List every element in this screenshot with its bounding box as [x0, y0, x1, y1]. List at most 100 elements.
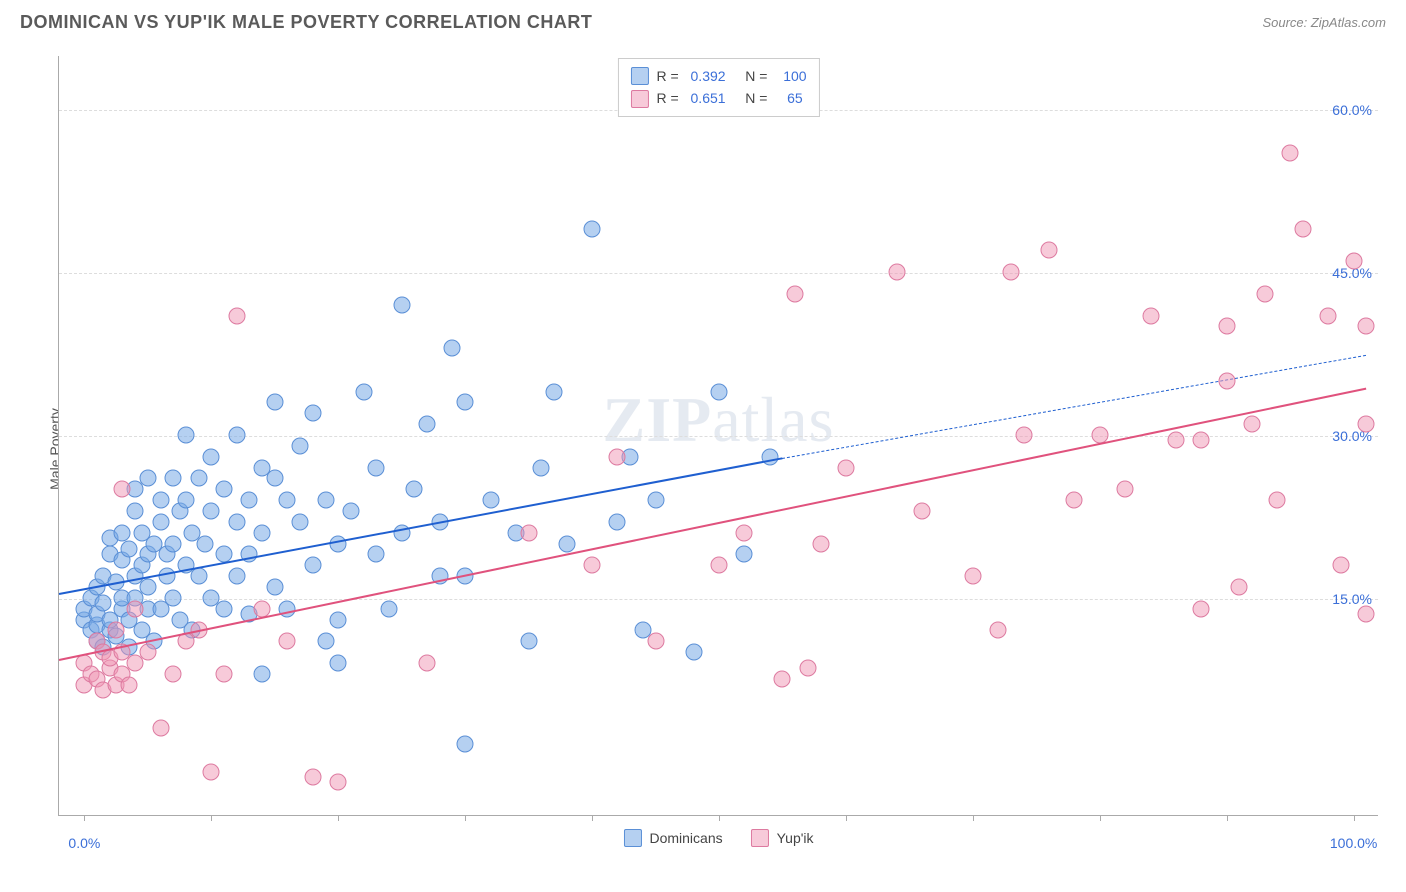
- gridline: [59, 273, 1378, 274]
- data-point-yupik: [774, 671, 791, 688]
- data-point-yupik: [165, 665, 182, 682]
- x-tick-label: 0.0%: [68, 835, 100, 851]
- data-point-dominicans: [546, 383, 563, 400]
- data-point-dominicans: [533, 459, 550, 476]
- data-point-yupik: [584, 557, 601, 574]
- data-point-dominicans: [139, 579, 156, 596]
- legend-item-yupik: Yup'ik: [751, 829, 814, 847]
- chart-container: Male Poverty ZIPatlas R = 0.392 N = 100 …: [20, 44, 1386, 854]
- data-point-yupik: [964, 568, 981, 585]
- data-point-yupik: [837, 459, 854, 476]
- data-point-yupik: [799, 660, 816, 677]
- data-point-dominicans: [279, 492, 296, 509]
- data-point-dominicans: [368, 459, 385, 476]
- data-point-dominicans: [190, 568, 207, 585]
- chart-header: DOMINICAN VS YUP'IK MALE POVERTY CORRELA…: [0, 0, 1406, 37]
- data-point-yupik: [228, 307, 245, 324]
- data-point-yupik: [1332, 557, 1349, 574]
- data-point-yupik: [1218, 318, 1235, 335]
- data-point-dominicans: [152, 492, 169, 509]
- data-point-yupik: [1218, 372, 1235, 389]
- data-point-dominicans: [139, 470, 156, 487]
- data-point-yupik: [1231, 579, 1248, 596]
- data-point-dominicans: [165, 535, 182, 552]
- data-point-yupik: [203, 763, 220, 780]
- legend-label-yupik: Yup'ik: [777, 830, 814, 846]
- correlation-legend: R = 0.392 N = 100 R = 0.651 N = 65: [617, 58, 819, 117]
- x-tick: [719, 815, 720, 821]
- x-tick: [211, 815, 212, 821]
- data-point-dominicans: [228, 513, 245, 530]
- data-point-dominicans: [292, 513, 309, 530]
- data-point-yupik: [1015, 427, 1032, 444]
- data-point-yupik: [1142, 307, 1159, 324]
- data-point-yupik: [127, 600, 144, 617]
- data-point-dominicans: [228, 568, 245, 585]
- data-point-yupik: [888, 264, 905, 281]
- data-point-dominicans: [165, 589, 182, 606]
- data-point-yupik: [304, 769, 321, 786]
- data-point-dominicans: [266, 394, 283, 411]
- data-point-dominicans: [241, 492, 258, 509]
- x-tick: [84, 815, 85, 821]
- n-value-1: 65: [787, 87, 803, 109]
- data-point-yupik: [1358, 318, 1375, 335]
- x-tick: [973, 815, 974, 821]
- data-point-dominicans: [196, 535, 213, 552]
- data-point-dominicans: [355, 383, 372, 400]
- data-point-yupik: [216, 665, 233, 682]
- data-point-dominicans: [647, 492, 664, 509]
- data-point-dominicans: [685, 644, 702, 661]
- x-tick: [592, 815, 593, 821]
- watermark-atlas: atlas: [712, 384, 834, 455]
- data-point-yupik: [736, 524, 753, 541]
- data-point-yupik: [1269, 492, 1286, 509]
- data-point-dominicans: [304, 557, 321, 574]
- data-point-yupik: [108, 622, 125, 639]
- x-tick: [465, 815, 466, 821]
- data-point-dominicans: [304, 405, 321, 422]
- y-tick-label: 15.0%: [1332, 591, 1372, 607]
- data-point-dominicans: [177, 427, 194, 444]
- data-point-dominicans: [736, 546, 753, 563]
- x-tick: [1354, 815, 1355, 821]
- trend-line: [59, 387, 1367, 660]
- source-name: ZipAtlas.com: [1311, 15, 1386, 30]
- data-point-yupik: [139, 644, 156, 661]
- source-prefix: Source:: [1262, 15, 1310, 30]
- data-point-dominicans: [381, 600, 398, 617]
- data-point-dominicans: [317, 633, 334, 650]
- data-point-yupik: [1358, 606, 1375, 623]
- data-point-dominicans: [520, 633, 537, 650]
- data-point-dominicans: [482, 492, 499, 509]
- legend-label-dominicans: Dominicans: [649, 830, 722, 846]
- data-point-dominicans: [457, 736, 474, 753]
- data-point-dominicans: [419, 416, 436, 433]
- data-point-dominicans: [406, 481, 423, 498]
- data-point-dominicans: [95, 595, 112, 612]
- chart-title: DOMINICAN VS YUP'IK MALE POVERTY CORRELA…: [20, 12, 592, 33]
- data-point-dominicans: [444, 340, 461, 357]
- n-label-1: N =: [734, 87, 780, 109]
- data-point-yupik: [812, 535, 829, 552]
- x-tick-label: 100.0%: [1330, 835, 1377, 851]
- data-point-dominicans: [114, 524, 131, 541]
- swatch-dominicans: [630, 67, 648, 85]
- n-value-0: 100: [783, 65, 806, 87]
- data-point-yupik: [1282, 144, 1299, 161]
- data-point-dominicans: [158, 568, 175, 585]
- data-point-dominicans: [120, 541, 137, 558]
- n-label-0: N =: [734, 65, 776, 87]
- data-point-yupik: [419, 655, 436, 672]
- legend-item-dominicans: Dominicans: [623, 829, 722, 847]
- data-point-yupik: [1193, 432, 1210, 449]
- data-point-yupik: [330, 774, 347, 791]
- data-point-dominicans: [216, 481, 233, 498]
- data-point-dominicans: [266, 470, 283, 487]
- data-point-dominicans: [368, 546, 385, 563]
- data-point-dominicans: [711, 383, 728, 400]
- data-point-dominicans: [457, 394, 474, 411]
- data-point-yupik: [647, 633, 664, 650]
- data-point-yupik: [1244, 416, 1261, 433]
- data-point-yupik: [1002, 264, 1019, 281]
